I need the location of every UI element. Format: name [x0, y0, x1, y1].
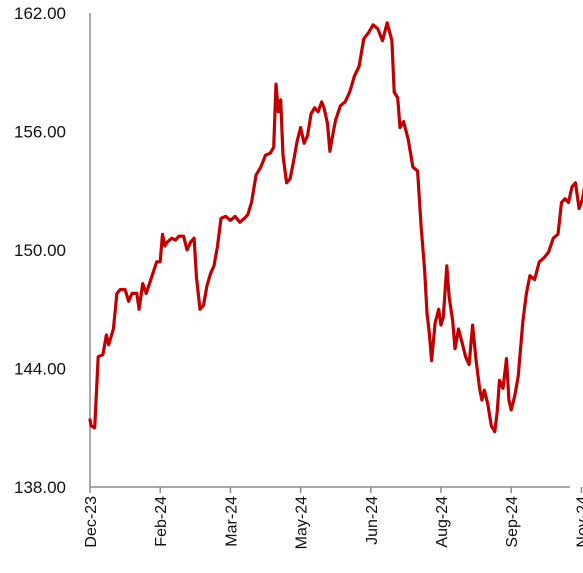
x-tick-label: Mar-24 — [223, 496, 240, 547]
y-tick-label: 156.00 — [14, 123, 66, 142]
x-tick-label: Feb-24 — [153, 496, 170, 547]
x-tick-label: Aug-24 — [434, 496, 451, 548]
x-tick-label: Jun-24 — [364, 496, 381, 545]
x-tick-label: Dec-23 — [83, 496, 100, 548]
x-axis: Dec-23 Feb-24 Mar-24 May-24 Jun-24 Aug-24 Sep-… — [83, 486, 583, 549]
y-tick-label: 138.00 — [14, 478, 66, 497]
y-tick-label: 162.00 — [14, 4, 66, 23]
y-tick-label: 144.00 — [14, 360, 66, 379]
y-tick-label: 150.00 — [14, 241, 66, 260]
x-tick-label: Sep-24 — [504, 496, 521, 548]
x-tick-label: Nov-24 — [574, 496, 583, 548]
x-tick-label: May-24 — [294, 496, 311, 549]
plot-area — [88, 21, 583, 434]
y-axis: 138.00 144.00 150.00 156.00 162.00 — [14, 4, 91, 497]
series-line — [88, 21, 583, 434]
